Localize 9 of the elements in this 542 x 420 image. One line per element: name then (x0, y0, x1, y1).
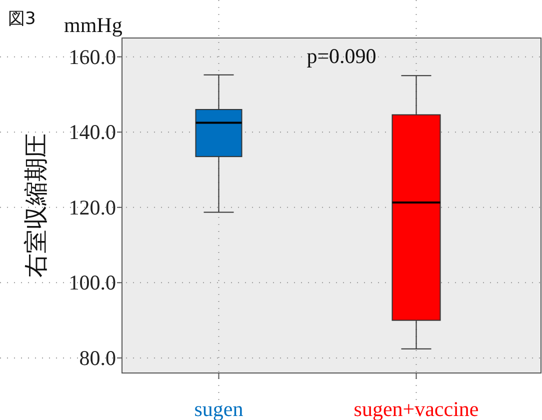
y-tick-label: 120.0 (68, 195, 116, 220)
y-tick-label: 140.0 (68, 120, 116, 144)
caption: 図3 (8, 9, 36, 29)
y-tick-label: 80.0 (79, 346, 116, 370)
text: mmHg (64, 13, 123, 37)
annotation: p=0.090 (306, 44, 376, 68)
y-tick-label: 100.0 (68, 270, 116, 295)
y-tick-label: 160.0 (68, 44, 116, 69)
y-axis-title: 右室収縮期圧 (22, 134, 50, 278)
